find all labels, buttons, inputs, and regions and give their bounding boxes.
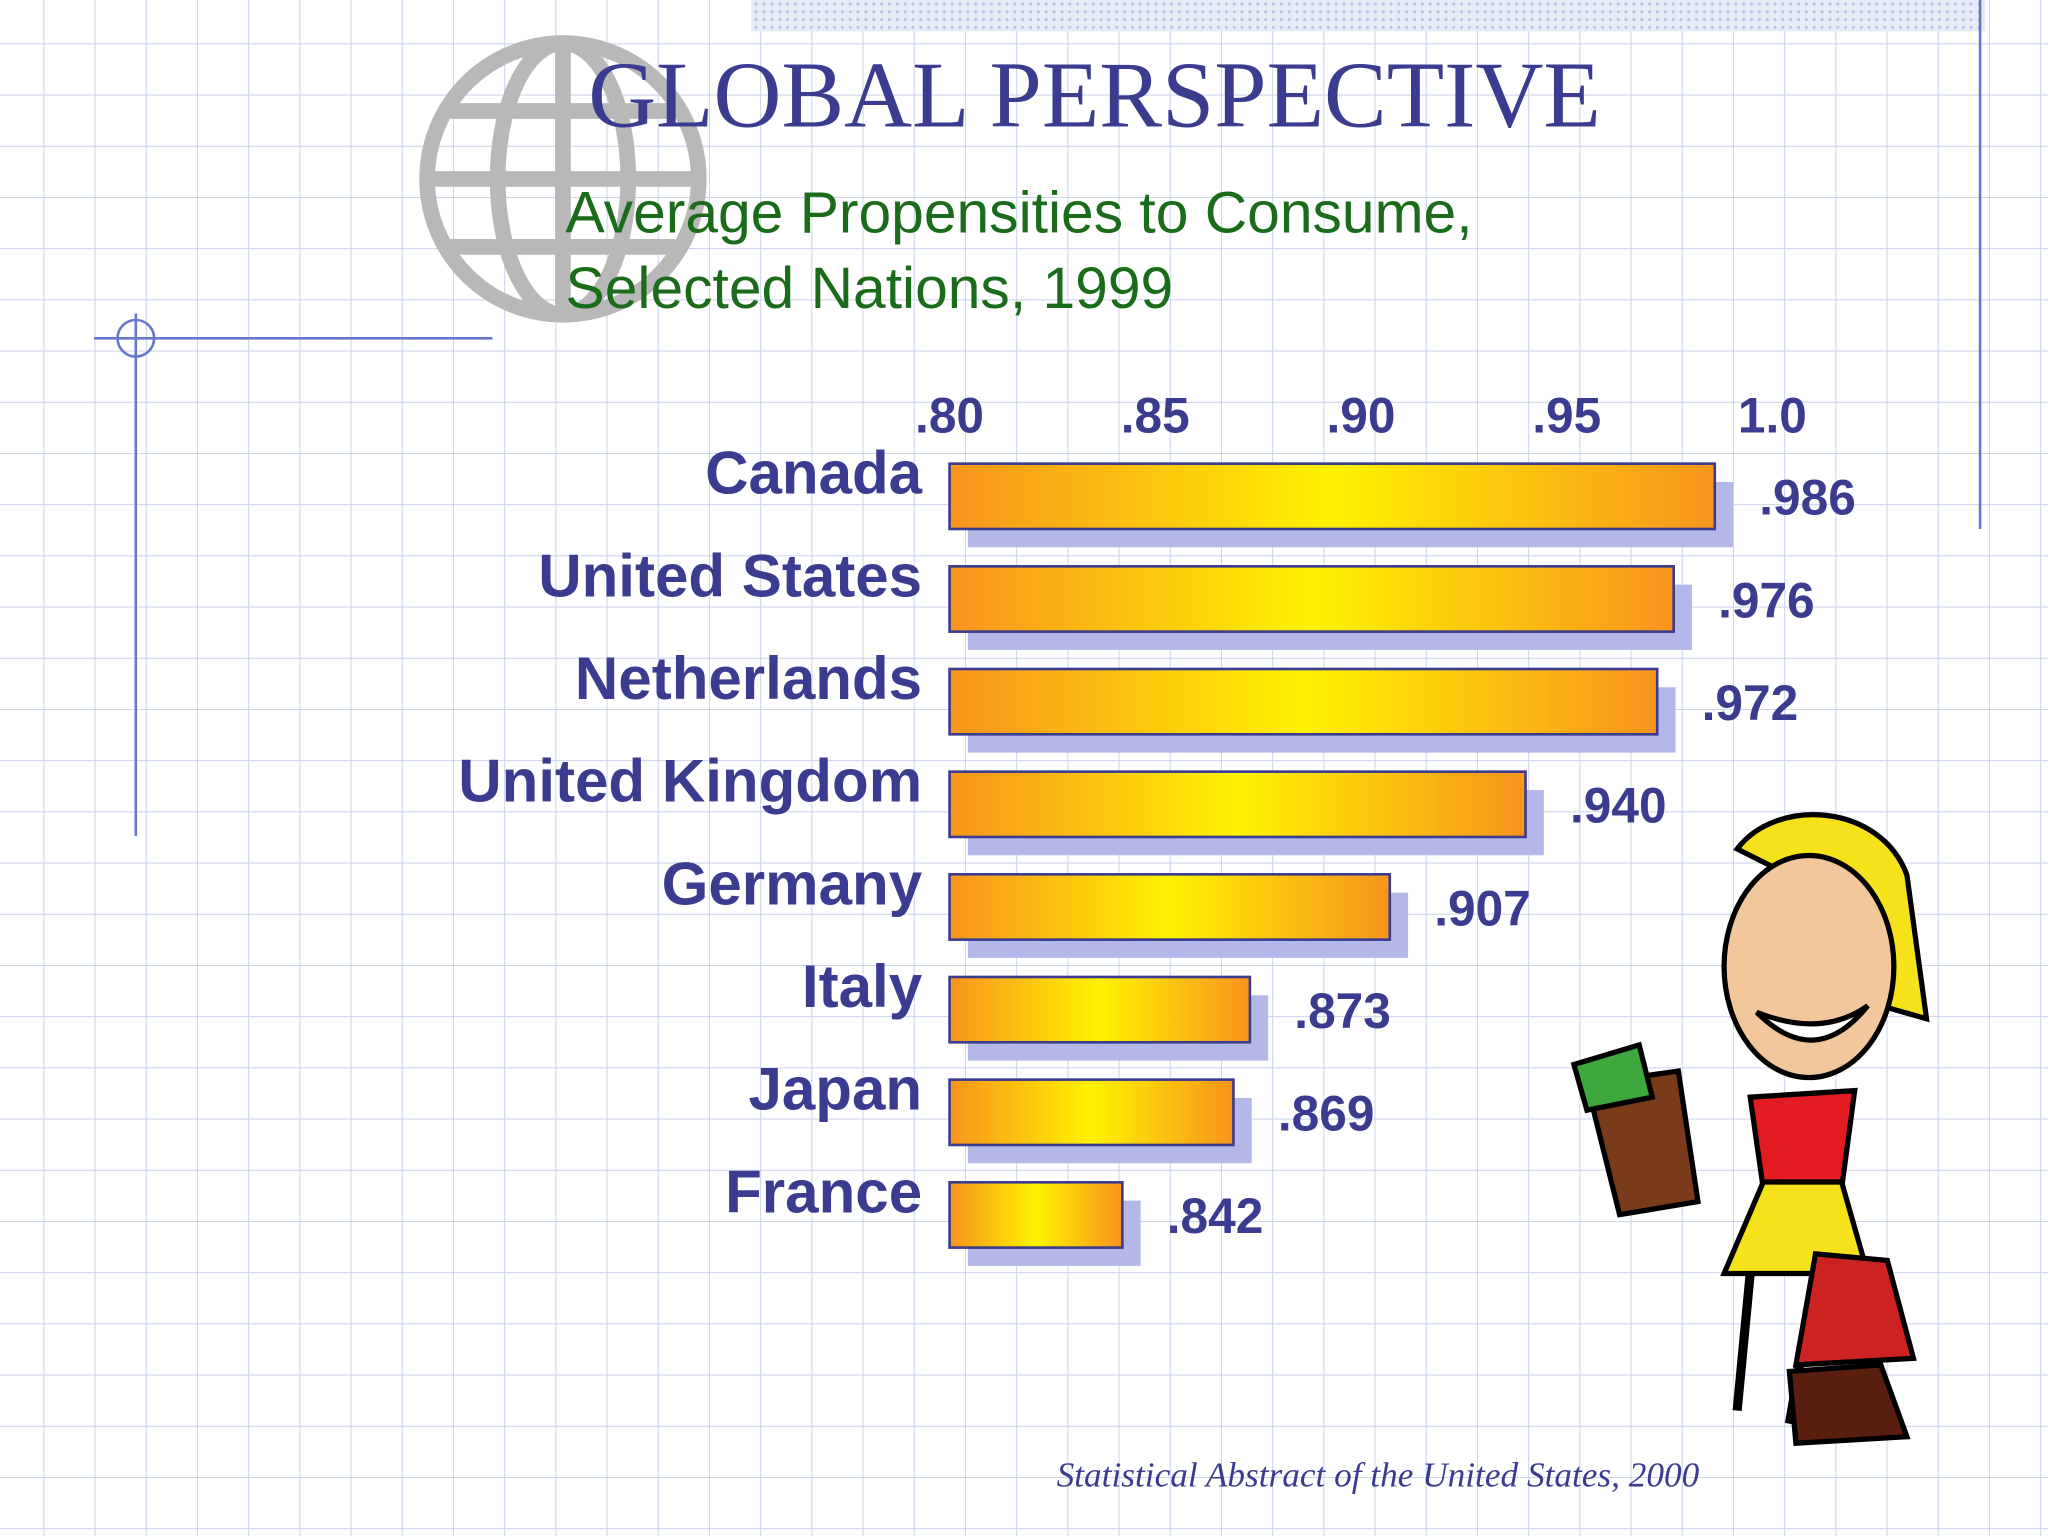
x-tick-label: .85 — [1121, 387, 1190, 443]
shopper-illustration — [1570, 812, 1930, 1447]
x-tick-label: .90 — [1326, 387, 1395, 443]
bar — [948, 1180, 1124, 1249]
source-note: Statistical Abstract of the United State… — [1057, 1455, 1700, 1494]
chart-subtitle: Selected Nations, 1999 — [566, 256, 1174, 321]
value-label: .972 — [1702, 675, 1799, 731]
header-band — [751, 0, 1986, 32]
x-tick-label: 1.0 — [1738, 387, 1807, 443]
bar — [948, 565, 1675, 633]
x-tick-label: .80 — [915, 387, 984, 443]
y-tick-label: France — [725, 1158, 922, 1225]
value-label: .873 — [1294, 983, 1391, 1039]
y-tick-label: Italy — [802, 953, 923, 1020]
bar — [948, 770, 1527, 839]
y-tick-label: United Kingdom — [458, 748, 922, 815]
value-label: .976 — [1718, 572, 1815, 628]
value-label: .940 — [1570, 778, 1667, 834]
deco-circle — [116, 318, 156, 358]
bar — [948, 975, 1252, 1044]
value-label: .869 — [1278, 1086, 1375, 1142]
value-label: .986 — [1759, 470, 1856, 526]
y-tick-label: Germany — [662, 850, 923, 917]
bar — [948, 873, 1392, 941]
chart-subtitle: Average Propensities to Consume, — [566, 180, 1473, 245]
value-label: .842 — [1167, 1188, 1264, 1244]
x-tick-label: .95 — [1532, 387, 1601, 443]
chart-title: GLOBAL PERSPECTIVE — [588, 44, 1601, 148]
value-label: .907 — [1434, 880, 1531, 936]
bar — [948, 667, 1659, 736]
y-tick-label: Canada — [705, 440, 923, 507]
y-tick-label: Netherlands — [575, 645, 922, 712]
bar — [948, 1078, 1235, 1147]
globe-icon — [419, 35, 707, 323]
bar — [948, 462, 1717, 531]
y-tick-label: Japan — [748, 1056, 922, 1123]
y-tick-label: United States — [538, 542, 922, 609]
